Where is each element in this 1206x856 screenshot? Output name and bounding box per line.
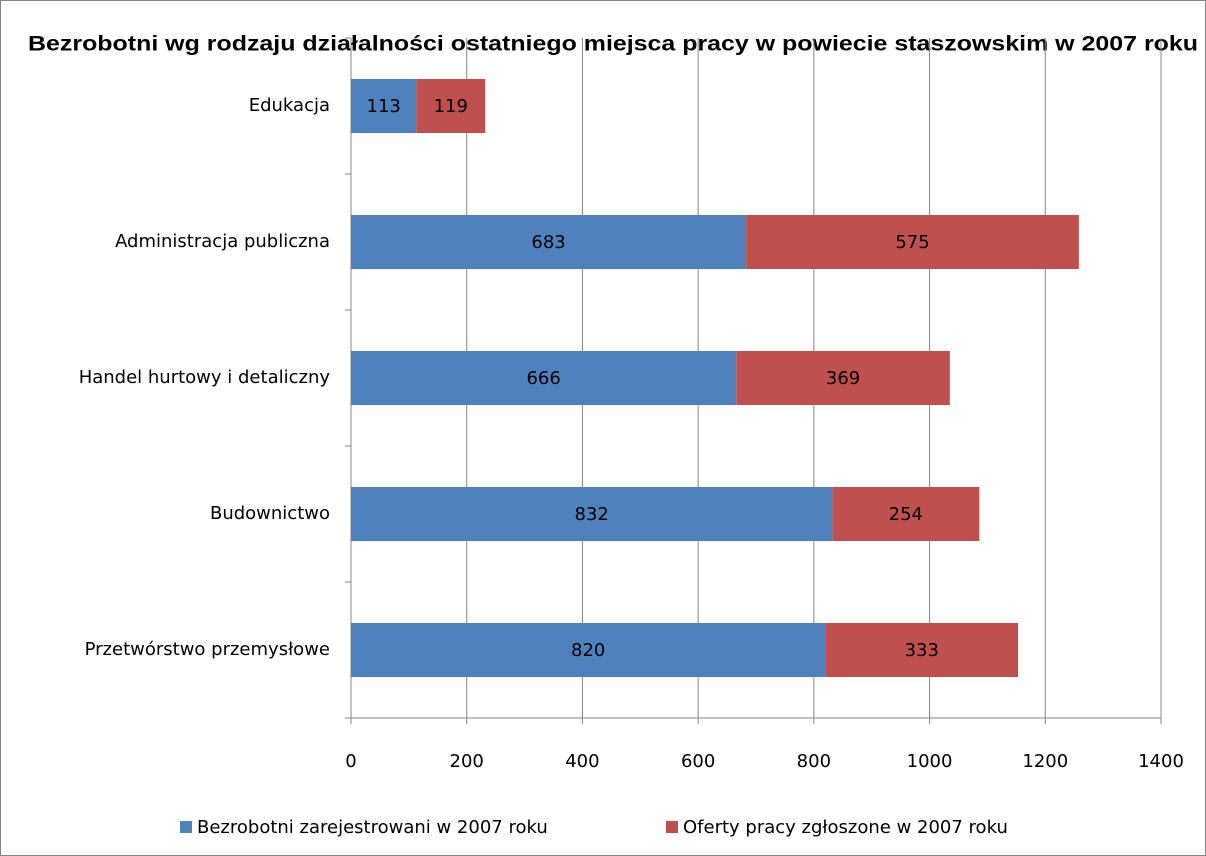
data-label: 369 bbox=[826, 368, 860, 389]
data-label: 683 bbox=[531, 232, 565, 253]
x-tick-label: 200 bbox=[450, 751, 484, 772]
bar-segment bbox=[351, 215, 747, 269]
bar-segment bbox=[351, 79, 417, 133]
y-tick-label: Administracja publiczna bbox=[115, 231, 330, 252]
y-tick-label: Edukacja bbox=[249, 95, 330, 116]
x-tick-label: 1200 bbox=[1022, 751, 1068, 772]
x-tick-label: 1000 bbox=[907, 751, 953, 772]
legend-swatch bbox=[180, 821, 192, 833]
legend-label: Bezrobotni zarejestrowani w 2007 roku bbox=[197, 817, 548, 838]
bar-segment bbox=[825, 623, 1019, 677]
chart-title: Bezrobotni wg rodzaju działalności ostat… bbox=[28, 33, 1198, 56]
bar-segment bbox=[736, 351, 950, 405]
x-tick-label: 1400 bbox=[1138, 751, 1184, 772]
x-tick-label: 400 bbox=[565, 751, 599, 772]
data-label: 575 bbox=[895, 232, 929, 253]
y-tick-label: Handel hurtowy i detaliczny bbox=[79, 367, 331, 388]
x-tick-label: 0 bbox=[345, 751, 356, 772]
legend-swatch bbox=[666, 821, 678, 833]
y-tick-label: Przetwórstwo przemysłowe bbox=[85, 639, 330, 660]
data-label: 666 bbox=[526, 368, 560, 389]
bar-segment bbox=[746, 215, 1079, 269]
data-label: 254 bbox=[889, 504, 923, 525]
bar-segment bbox=[351, 351, 737, 405]
bar-segment bbox=[832, 487, 980, 541]
bar-segment bbox=[416, 79, 486, 133]
bar-segment bbox=[351, 487, 833, 541]
data-label: 119 bbox=[434, 96, 468, 117]
data-label: 333 bbox=[905, 640, 939, 661]
legend-label: Oferty pracy zgłoszone w 2007 roku bbox=[683, 817, 1008, 838]
bar-segment bbox=[351, 623, 826, 677]
data-label: 832 bbox=[575, 504, 609, 525]
x-tick-label: 800 bbox=[797, 751, 831, 772]
data-label: 820 bbox=[571, 640, 605, 661]
data-label: 113 bbox=[367, 96, 401, 117]
x-tick-label: 600 bbox=[681, 751, 715, 772]
y-tick-label: Budownictwo bbox=[210, 503, 330, 524]
